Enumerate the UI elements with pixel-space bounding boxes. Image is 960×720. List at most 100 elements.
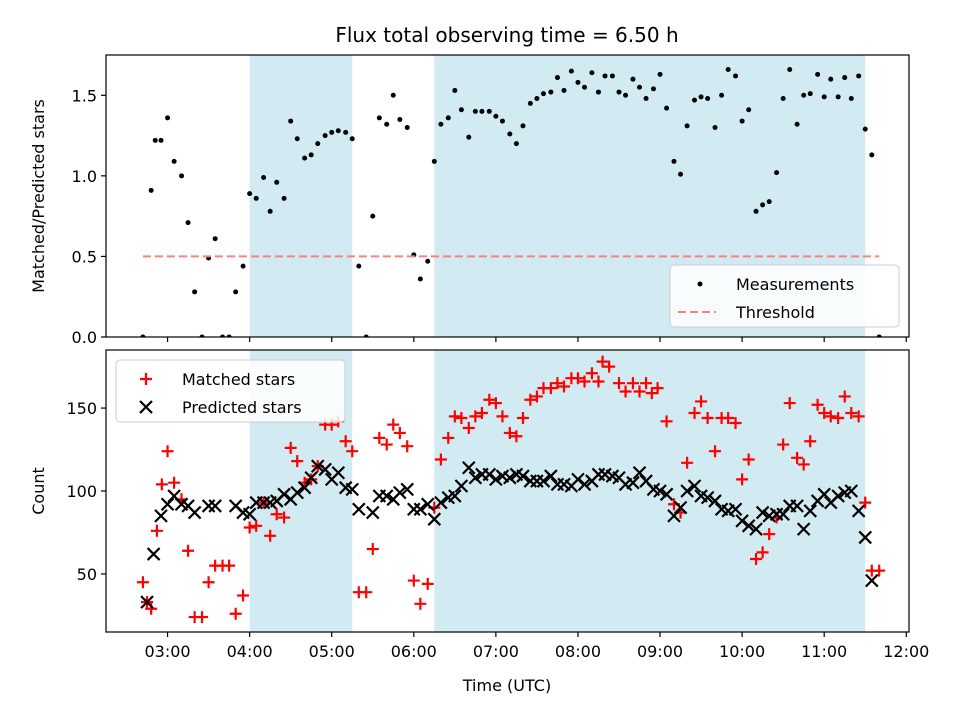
legend-marker [697, 281, 703, 287]
x-point [468, 470, 483, 485]
dot-point [678, 171, 684, 177]
x-point [571, 472, 585, 487]
x-point [462, 460, 476, 475]
x-point [318, 462, 332, 477]
plus-point [818, 407, 831, 420]
x-point [851, 504, 866, 518]
dot-point [657, 71, 663, 77]
plus-point [202, 576, 215, 589]
x-point [290, 485, 305, 500]
plus-point [736, 473, 749, 486]
plus-point [483, 393, 496, 406]
dot-point [458, 107, 464, 113]
plus-point [489, 397, 502, 410]
dot-point [417, 276, 423, 282]
axes-frame [105, 54, 910, 338]
dot-point [343, 129, 349, 135]
plus-point [544, 382, 557, 395]
y-tick-label: 150 [66, 399, 97, 418]
plus-point [783, 397, 796, 410]
plus-point [510, 430, 523, 443]
plus-point [551, 377, 564, 390]
dot-point [821, 94, 827, 100]
plus-point [530, 390, 543, 403]
plus-point [722, 412, 735, 425]
dot-point [848, 96, 854, 102]
plus-point [524, 393, 537, 406]
dot-point [637, 84, 643, 90]
x-point [297, 480, 312, 495]
x-point [653, 484, 667, 498]
dot-point [774, 170, 780, 176]
dot-point [582, 84, 588, 90]
x-point [708, 494, 722, 508]
x-point [304, 470, 318, 485]
dot-point [609, 73, 615, 79]
x-point [448, 489, 462, 503]
plus-point [824, 410, 837, 423]
dot-point [212, 236, 218, 242]
plus-point [360, 586, 373, 599]
dot-point [623, 92, 629, 98]
x-point [427, 512, 442, 526]
plus-point [414, 597, 427, 610]
plus-point [270, 508, 283, 521]
x-point [434, 495, 448, 510]
dot-point [148, 187, 154, 193]
dot-point [288, 118, 294, 124]
plus-point [709, 445, 722, 458]
plus-point [496, 410, 509, 423]
dot-point [466, 134, 472, 140]
shaded-interval-2 [434, 350, 866, 632]
dot-point [540, 91, 546, 97]
dot-point [554, 75, 560, 81]
plus-point [688, 407, 701, 420]
dot-point [643, 96, 649, 102]
plot-area [136, 355, 886, 624]
y-tick-label: 50 [77, 565, 97, 584]
x-point [577, 477, 592, 492]
x-point [146, 547, 161, 561]
dot-point [425, 258, 431, 264]
plus-point [291, 455, 304, 468]
dot-point [397, 116, 403, 122]
legend: Matched stars Predicted stars [115, 359, 346, 423]
plus-point [161, 445, 174, 458]
plus-point [387, 418, 400, 431]
dot-point [719, 92, 725, 98]
dot-point [650, 86, 656, 92]
legend-label: Matched stars [182, 370, 295, 389]
x-point [632, 465, 647, 480]
plus-point [763, 528, 776, 541]
dot-point [595, 89, 601, 95]
x-point [154, 509, 168, 523]
dot-point [185, 220, 191, 226]
dot-point [766, 199, 772, 205]
plus-point [585, 367, 598, 380]
x-point [140, 595, 154, 609]
plus-point [475, 407, 488, 420]
dot-point [226, 334, 232, 337]
dot-point [267, 208, 273, 214]
x-point [776, 507, 790, 522]
dot-point [472, 108, 478, 114]
dot-point [862, 126, 868, 132]
dot-point [438, 121, 444, 127]
plus-point [804, 435, 817, 448]
dot-point [322, 133, 328, 139]
dot-point [698, 94, 704, 100]
x-point [844, 484, 859, 498]
dot-point [294, 136, 300, 142]
plus-point [366, 543, 379, 556]
plus-point [838, 390, 851, 403]
plus-point [448, 410, 461, 423]
plus-point [571, 372, 584, 385]
plus-point [695, 395, 708, 408]
plus-point [619, 385, 632, 398]
dot-point [370, 213, 376, 219]
x-point [365, 505, 380, 520]
x-point [831, 489, 845, 503]
x-tick-label: 04:00 [227, 642, 273, 661]
x-point [208, 499, 222, 513]
dot-point [760, 202, 766, 208]
